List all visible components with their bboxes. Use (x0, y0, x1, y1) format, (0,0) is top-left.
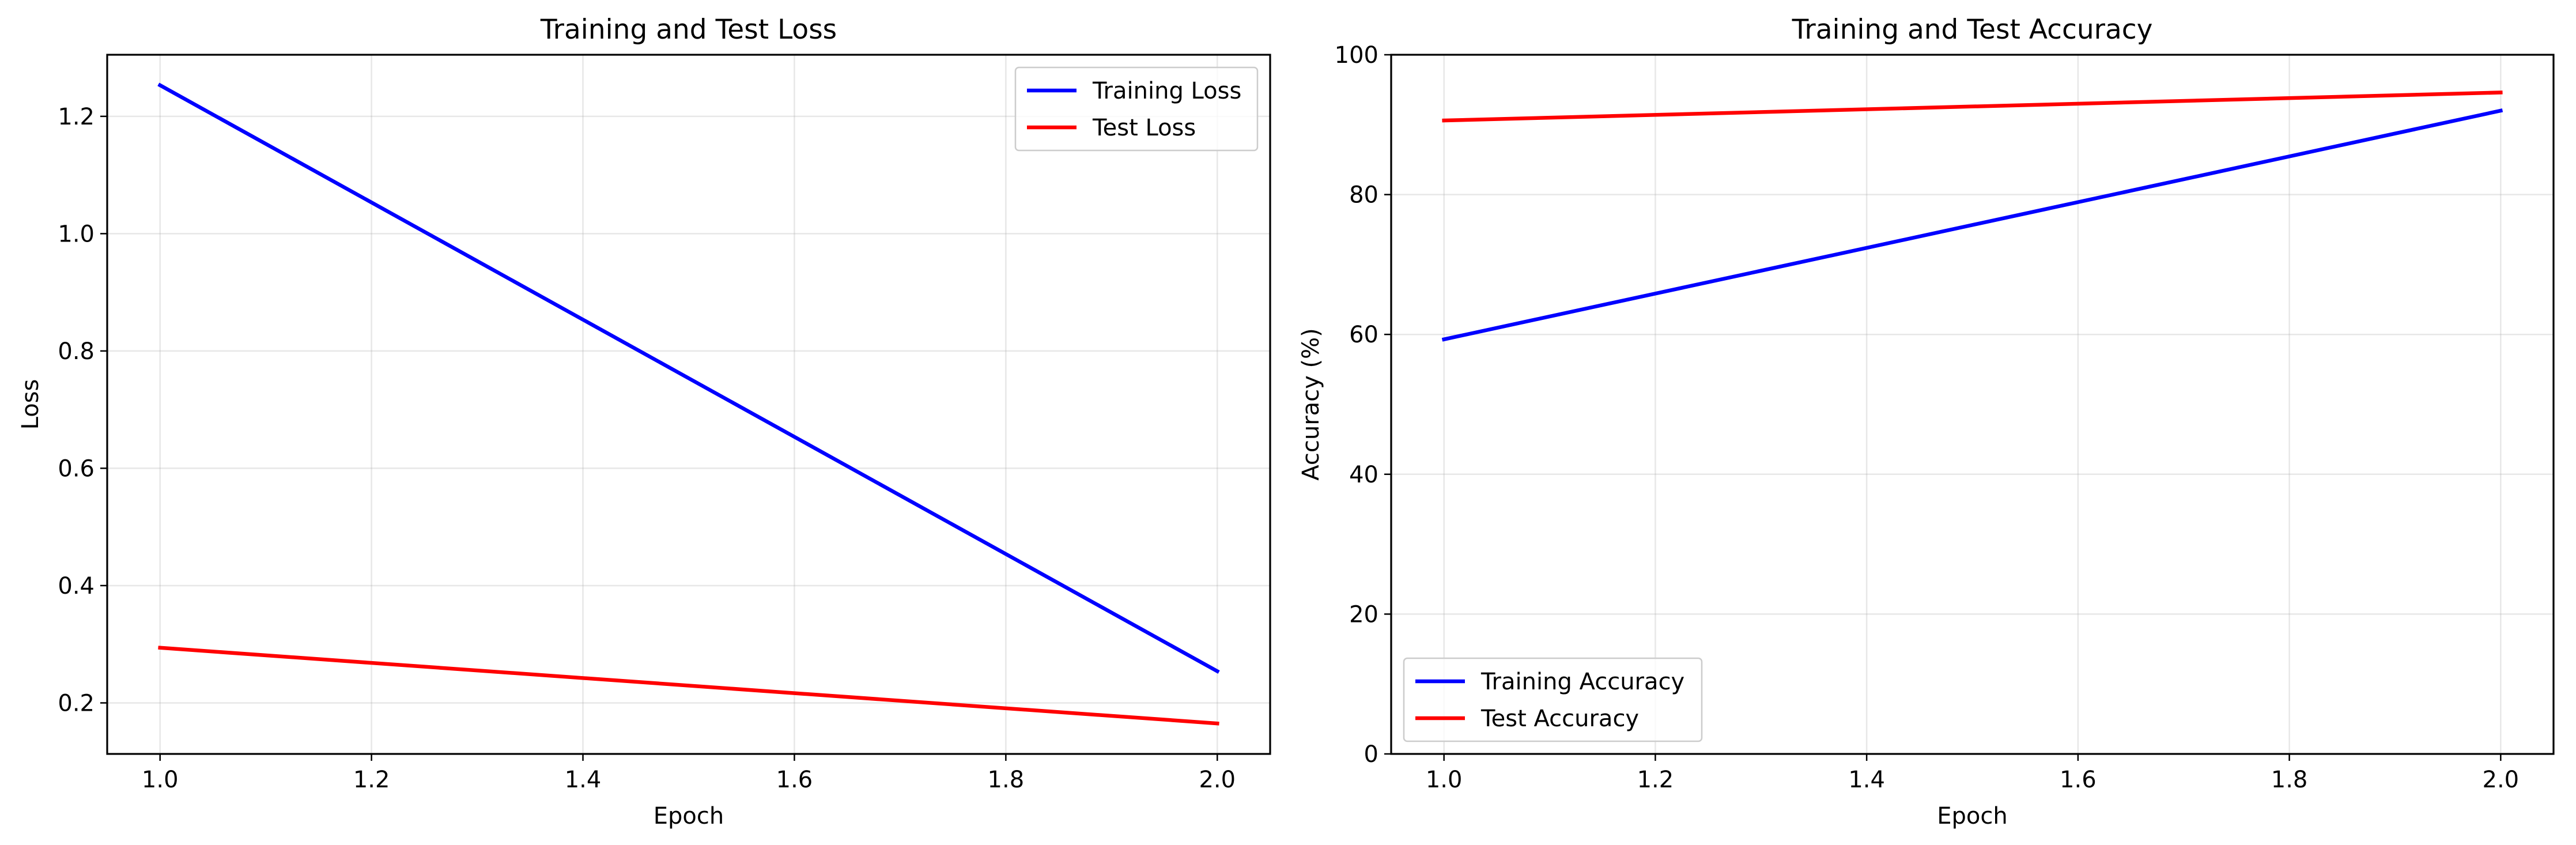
accuracy-chart-y-tick-label-3: 60 (1349, 322, 1378, 348)
loss-chart-x-tick-label-3: 1.6 (776, 767, 813, 793)
series-line-training-accuracy (1441, 108, 2503, 342)
accuracy-chart-x-tick-label-5: 2.0 (2483, 767, 2520, 793)
loss-chart-grid (107, 55, 1270, 754)
loss-chart-title: Training and Test Loss (540, 14, 837, 46)
legend-entry-test-loss: Test Loss (1027, 115, 1196, 141)
accuracy-chart-panel: 1.0 1.2 1.4 1.6 1.8 2.0 0 20 40 60 80 100 Training … (1298, 14, 2555, 829)
loss-chart-y-tick-label-3: 0.8 (58, 338, 95, 365)
series-line-training-loss (157, 82, 1220, 674)
legend-entry-test-accuracy: Test Accuracy (1415, 706, 1639, 732)
accuracy-chart-x-tick-label-2: 1.4 (1848, 767, 1885, 793)
accuracy-chart-x-tick-label-0: 1.0 (1426, 767, 1463, 793)
accuracy-chart-y-axis-label: Accuracy (%) (1298, 328, 1324, 481)
loss-chart-x-tick-label-4: 1.8 (988, 767, 1025, 793)
legend-label-training-loss: Training Loss (1092, 78, 1241, 104)
loss-chart-x-tick-label-1: 1.2 (353, 767, 390, 793)
loss-chart-x-tick-label-5: 2.0 (1199, 767, 1236, 793)
loss-chart-series (157, 82, 1220, 726)
loss-chart-y-tick-label-5: 1.2 (58, 104, 95, 130)
loss-chart-ticks: 1.0 1.2 1.4 1.6 1.8 2.0 0.2 0.4 0.6 0.8 1.0 1.2 (58, 104, 1236, 793)
loss-chart-legend: Training Loss Test Loss (1014, 66, 1259, 152)
legend-label-test-loss: Test Loss (1092, 115, 1196, 141)
loss-chart-y-tick-label-1: 0.4 (58, 573, 95, 599)
accuracy-chart-legend-box (1403, 657, 1703, 742)
loss-chart-x-tick-label-0: 1.0 (142, 767, 179, 793)
series-line-test-accuracy (1442, 90, 2503, 123)
accuracy-chart-x-tick-label-1: 1.2 (1637, 767, 1674, 793)
series-line-test-loss (158, 646, 1219, 726)
accuracy-chart-x-axis-label: Epoch (1937, 803, 2007, 829)
legend-entry-training-accuracy: Training Accuracy (1415, 669, 1684, 695)
loss-chart-legend-box (1014, 66, 1259, 152)
loss-chart-y-tick-label-0: 0.2 (58, 690, 95, 716)
accuracy-chart-ticks: 1.0 1.2 1.4 1.6 1.8 2.0 0 20 40 60 80 100 (1335, 42, 2519, 793)
legend-label-training-accuracy: Training Accuracy (1480, 669, 1684, 695)
loss-chart-axes-frame (106, 54, 1271, 755)
legend-label-test-accuracy: Test Accuracy (1480, 706, 1639, 732)
legend-entry-training-loss: Training Loss (1027, 78, 1241, 104)
accuracy-chart-legend: Training Accuracy Test Accuracy (1403, 657, 1703, 742)
accuracy-chart-series (1441, 90, 2503, 342)
accuracy-chart-y-tick-label-5: 100 (1335, 42, 1378, 69)
accuracy-chart-y-tick-label-4: 80 (1349, 182, 1378, 209)
loss-chart-y-axis-label: Loss (17, 379, 44, 430)
loss-chart-x-tick-label-2: 1.4 (565, 767, 602, 793)
loss-chart-x-axis-label: Epoch (654, 803, 724, 829)
accuracy-chart-axes-frame (1390, 54, 2555, 755)
accuracy-chart-y-tick-label-1: 20 (1349, 601, 1378, 628)
loss-chart-y-tick-label-4: 1.0 (58, 221, 95, 247)
accuracy-chart-x-tick-label-3: 1.6 (2060, 767, 2097, 793)
accuracy-chart-title: Training and Test Accuracy (1792, 14, 2153, 46)
accuracy-chart-y-tick-label-0: 0 (1364, 741, 1378, 768)
loss-chart-panel: 1.0 1.2 1.4 1.6 1.8 2.0 0.2 0.4 0.6 0.8 1.0 1.2 Tra… (17, 14, 1271, 829)
loss-chart-y-tick-label-2: 0.6 (58, 455, 95, 482)
accuracy-chart-x-tick-label-4: 1.8 (2271, 767, 2308, 793)
accuracy-chart-y-tick-label-2: 40 (1349, 462, 1378, 488)
